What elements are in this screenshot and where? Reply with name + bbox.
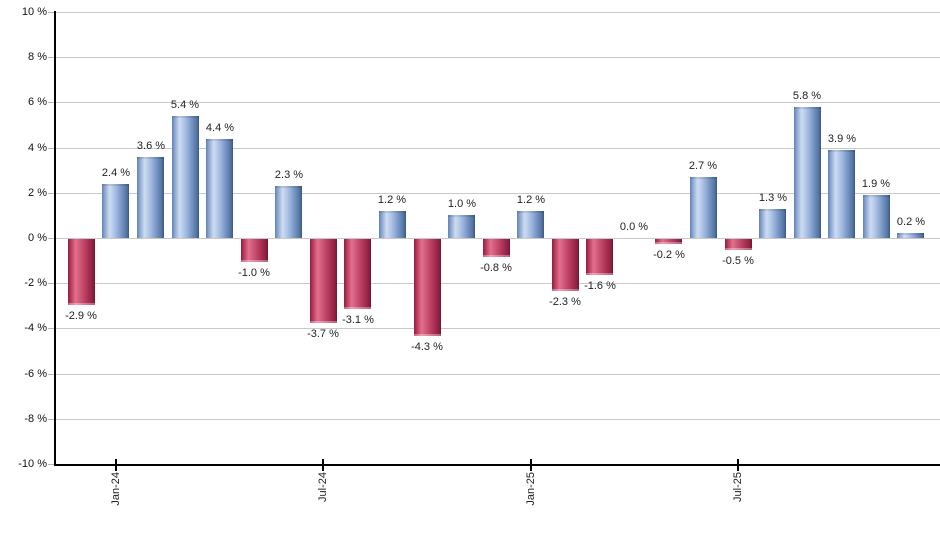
- bar-value-label: 5.8 %: [792, 90, 822, 102]
- y-axis-label: -4 %: [24, 322, 47, 334]
- y-axis-label: -8 %: [24, 413, 47, 425]
- bar-negative: [483, 239, 510, 257]
- bar-value-label: -0.2 %: [653, 249, 685, 261]
- y-gridline: [56, 419, 940, 420]
- bar-positive: [379, 211, 406, 238]
- x-axis-line: [54, 464, 940, 466]
- y-axis-label: -2 %: [24, 277, 47, 289]
- x-axis-label: Jul-25: [732, 472, 744, 502]
- y-axis-label: 0 %: [28, 232, 47, 244]
- y-gridline: [56, 193, 940, 194]
- y-axis-tick: [48, 283, 54, 284]
- y-axis-label: -10 %: [18, 458, 47, 470]
- y-axis-tick: [48, 464, 54, 465]
- bar-value-label: 4.4 %: [205, 122, 235, 134]
- y-axis-label: 8 %: [28, 51, 47, 63]
- y-axis-tick: [48, 193, 54, 194]
- bar-positive: [275, 186, 302, 238]
- bar-value-label: -3.7 %: [307, 328, 339, 340]
- bar-value-label: 0.0 %: [619, 221, 649, 233]
- bar-positive: [517, 211, 544, 238]
- x-axis-tick: [115, 459, 117, 471]
- bar-value-label: -4.3 %: [411, 341, 443, 353]
- y-axis-tick: [48, 328, 54, 329]
- bar-value-label: 1.9 %: [861, 178, 891, 190]
- bar-negative: [241, 239, 268, 262]
- bar-value-label: 3.6 %: [136, 140, 166, 152]
- bar-negative: [655, 239, 682, 244]
- y-gridline: [56, 148, 940, 149]
- bar-value-label: 3.9 %: [827, 133, 857, 145]
- bar-positive: [102, 184, 129, 238]
- x-axis-tick: [737, 459, 739, 471]
- x-axis-tick: [530, 459, 532, 471]
- bar-positive: [172, 116, 199, 238]
- bar-value-label: 2.4 %: [101, 167, 131, 179]
- y-axis-tick: [48, 419, 54, 420]
- bar-value-label: 1.2 %: [377, 194, 407, 206]
- y-gridline: [56, 374, 940, 375]
- y-gridline: [56, 102, 940, 103]
- bar-positive: [137, 157, 164, 238]
- bar-value-label: 0.2 %: [896, 216, 926, 228]
- bar-negative: [344, 239, 371, 309]
- bar-value-label: 1.0 %: [447, 198, 477, 210]
- bar-value-label: -0.8 %: [480, 262, 512, 274]
- y-axis-tick: [48, 238, 54, 239]
- y-axis-label: 10 %: [21, 6, 47, 18]
- x-axis-label: Jan-25: [525, 472, 537, 506]
- y-axis-label: 6 %: [28, 96, 47, 108]
- bar-positive: [759, 209, 786, 238]
- bar-negative: [414, 239, 441, 336]
- bar-positive: [828, 150, 855, 238]
- bar-value-label: 5.4 %: [170, 99, 200, 111]
- bar-positive: [863, 195, 890, 238]
- y-gridline: [56, 238, 940, 239]
- y-axis-tick: [48, 12, 54, 13]
- y-axis-label: 4 %: [28, 142, 47, 154]
- bar-value-label: -1.0 %: [238, 267, 270, 279]
- bar-negative: [552, 239, 579, 291]
- y-axis-tick: [48, 374, 54, 375]
- bar-value-label: -2.9 %: [65, 310, 97, 322]
- bar-value-label: -3.1 %: [342, 314, 374, 326]
- bar-positive: [794, 107, 821, 238]
- x-axis-label: Jul-24: [317, 472, 329, 502]
- bar-positive: [897, 233, 924, 238]
- bar-value-label: -2.3 %: [549, 296, 581, 308]
- bar-value-label: -1.6 %: [584, 280, 616, 292]
- bar-negative: [586, 239, 613, 275]
- y-gridline: [56, 328, 940, 329]
- y-gridline: [56, 12, 940, 13]
- bar-value-label: -0.5 %: [722, 255, 754, 267]
- y-gridline: [56, 57, 940, 58]
- y-axis-label: 2 %: [28, 187, 47, 199]
- bar-positive: [206, 139, 233, 238]
- bar-positive: [690, 177, 717, 238]
- bar-negative: [68, 239, 95, 305]
- bar-positive: [448, 215, 475, 238]
- bar-negative: [725, 239, 752, 250]
- y-axis-label: -6 %: [24, 368, 47, 380]
- y-axis-tick: [48, 148, 54, 149]
- y-gridline: [56, 283, 940, 284]
- x-axis-label: Jan-24: [110, 472, 122, 506]
- bar-value-label: 2.7 %: [688, 160, 718, 172]
- y-axis-tick: [48, 57, 54, 58]
- y-axis-tick: [48, 102, 54, 103]
- bar-value-label: 2.3 %: [274, 169, 304, 181]
- x-axis-tick: [322, 459, 324, 471]
- bar-value-label: 1.3 %: [758, 192, 788, 204]
- bar-negative: [310, 239, 337, 323]
- bar-value-label: 1.2 %: [516, 194, 546, 206]
- y-axis-line: [54, 11, 56, 466]
